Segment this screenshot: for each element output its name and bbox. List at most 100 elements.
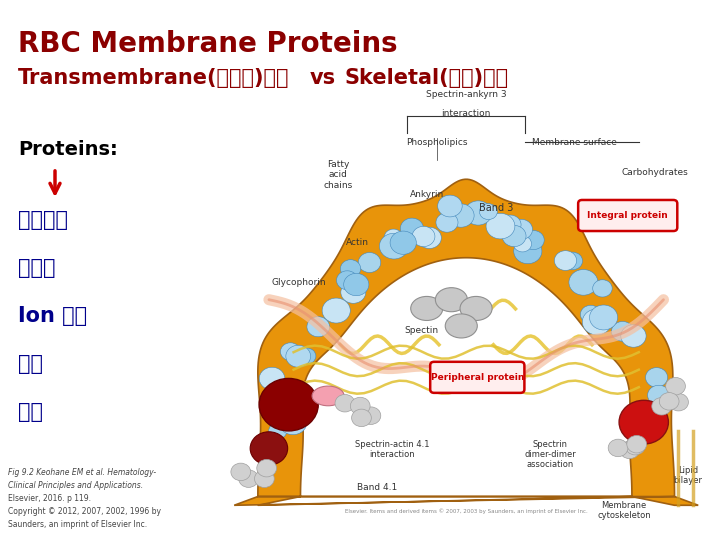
- Circle shape: [569, 269, 598, 295]
- Circle shape: [336, 271, 358, 290]
- Text: Spectrin-actin 4.1
interaction: Spectrin-actin 4.1 interaction: [355, 440, 429, 459]
- Circle shape: [390, 231, 416, 254]
- Circle shape: [652, 397, 672, 415]
- Circle shape: [259, 379, 318, 431]
- Text: Clinical Principles and Applications.: Clinical Principles and Applications.: [8, 481, 143, 490]
- Circle shape: [621, 325, 646, 347]
- Circle shape: [514, 239, 542, 264]
- Ellipse shape: [460, 296, 492, 320]
- Circle shape: [286, 345, 310, 367]
- Circle shape: [307, 316, 330, 337]
- Circle shape: [418, 227, 441, 248]
- Circle shape: [486, 213, 515, 239]
- Circle shape: [510, 219, 533, 240]
- Text: Membrane surface: Membrane surface: [532, 138, 617, 147]
- Text: Integral protein: Integral protein: [588, 211, 668, 220]
- Text: Fatty
acid
chains: Fatty acid chains: [323, 160, 353, 190]
- Text: Ankyrin: Ankyrin: [410, 190, 444, 199]
- Circle shape: [666, 377, 685, 395]
- Text: Ion 펜프: Ion 펜프: [18, 306, 87, 326]
- Ellipse shape: [445, 314, 477, 338]
- Text: Transmembrane(막관통)단백: Transmembrane(막관통)단백: [18, 68, 289, 88]
- Text: Fig 9.2 Keohane EM et al. Hematology-: Fig 9.2 Keohane EM et al. Hematology-: [8, 468, 156, 477]
- Text: 항원: 항원: [18, 402, 43, 422]
- Circle shape: [593, 280, 612, 297]
- Circle shape: [412, 226, 435, 247]
- Text: Membrane
cytoskeleton: Membrane cytoskeleton: [597, 501, 651, 521]
- Circle shape: [239, 470, 258, 488]
- Text: 수용체: 수용체: [18, 258, 55, 278]
- Text: Copyright © 2012, 2007, 2002, 1996 by: Copyright © 2012, 2007, 2002, 1996 by: [8, 507, 161, 516]
- Circle shape: [351, 397, 370, 415]
- Circle shape: [448, 204, 474, 227]
- Circle shape: [250, 432, 288, 465]
- Text: Band 3: Band 3: [479, 204, 513, 213]
- Text: Skeletal(골격)단백: Skeletal(골격)단백: [345, 68, 509, 88]
- Text: Phospholipics: Phospholipics: [406, 138, 467, 147]
- Text: interaction: interaction: [441, 110, 491, 118]
- Circle shape: [359, 253, 381, 273]
- Circle shape: [608, 439, 628, 457]
- Circle shape: [582, 309, 611, 335]
- Text: Lipid
bilayer: Lipid bilayer: [674, 466, 703, 485]
- Circle shape: [502, 225, 526, 247]
- Text: Carbohydrates: Carbohydrates: [621, 168, 688, 178]
- Text: Spectrin-ankyrn 3: Spectrin-ankyrn 3: [426, 90, 506, 99]
- Ellipse shape: [312, 386, 344, 406]
- Circle shape: [265, 386, 286, 406]
- Circle shape: [384, 229, 402, 246]
- Text: Spectin: Spectin: [405, 326, 439, 335]
- Text: Elsevier. Items and derived items © 2007, 2003 by Saunders, an imprint of Elsevi: Elsevier. Items and derived items © 2007…: [345, 508, 588, 514]
- FancyBboxPatch shape: [578, 200, 678, 231]
- Text: Band 4.1: Band 4.1: [357, 483, 397, 492]
- Circle shape: [464, 201, 492, 225]
- Text: Elsevier, 2016. p 119.: Elsevier, 2016. p 119.: [8, 494, 91, 503]
- Circle shape: [341, 260, 361, 278]
- Ellipse shape: [410, 296, 443, 320]
- Text: Glycophorin: Glycophorin: [271, 278, 326, 287]
- Circle shape: [279, 410, 307, 435]
- Circle shape: [647, 385, 670, 405]
- Circle shape: [611, 321, 634, 341]
- Circle shape: [480, 204, 498, 220]
- Circle shape: [635, 404, 659, 425]
- Circle shape: [379, 233, 408, 259]
- Circle shape: [269, 423, 287, 439]
- Circle shape: [620, 441, 639, 458]
- Circle shape: [631, 407, 650, 424]
- Circle shape: [351, 409, 372, 427]
- Circle shape: [436, 213, 458, 232]
- Circle shape: [400, 218, 423, 239]
- Circle shape: [231, 463, 251, 481]
- Circle shape: [554, 251, 577, 271]
- Text: 지지구조: 지지구조: [18, 210, 68, 230]
- Circle shape: [255, 470, 274, 488]
- Circle shape: [647, 409, 665, 426]
- Text: 효소: 효소: [18, 354, 43, 374]
- Circle shape: [626, 437, 645, 455]
- Text: Spectrin
dimer-dimer
association: Spectrin dimer-dimer association: [524, 440, 576, 469]
- Text: RBC Membrane Proteins: RBC Membrane Proteins: [18, 30, 397, 58]
- Circle shape: [259, 367, 285, 390]
- Circle shape: [281, 343, 300, 361]
- Circle shape: [590, 305, 618, 330]
- Circle shape: [619, 400, 668, 444]
- Text: Actin: Actin: [346, 239, 369, 247]
- Circle shape: [499, 215, 521, 234]
- Circle shape: [580, 305, 601, 323]
- Text: vs: vs: [310, 68, 336, 88]
- Circle shape: [627, 435, 647, 453]
- Circle shape: [322, 298, 351, 323]
- Text: Peripheral protein: Peripheral protein: [431, 373, 524, 382]
- Circle shape: [523, 231, 544, 249]
- Text: Saunders, an imprint of Elsevier Inc.: Saunders, an imprint of Elsevier Inc.: [8, 520, 147, 529]
- Text: Proteins:: Proteins:: [18, 140, 118, 159]
- Circle shape: [669, 394, 688, 411]
- Circle shape: [513, 236, 531, 252]
- Circle shape: [341, 281, 366, 303]
- Circle shape: [562, 252, 582, 270]
- Ellipse shape: [436, 288, 467, 312]
- Circle shape: [660, 393, 679, 410]
- Polygon shape: [234, 179, 698, 505]
- Circle shape: [646, 368, 667, 387]
